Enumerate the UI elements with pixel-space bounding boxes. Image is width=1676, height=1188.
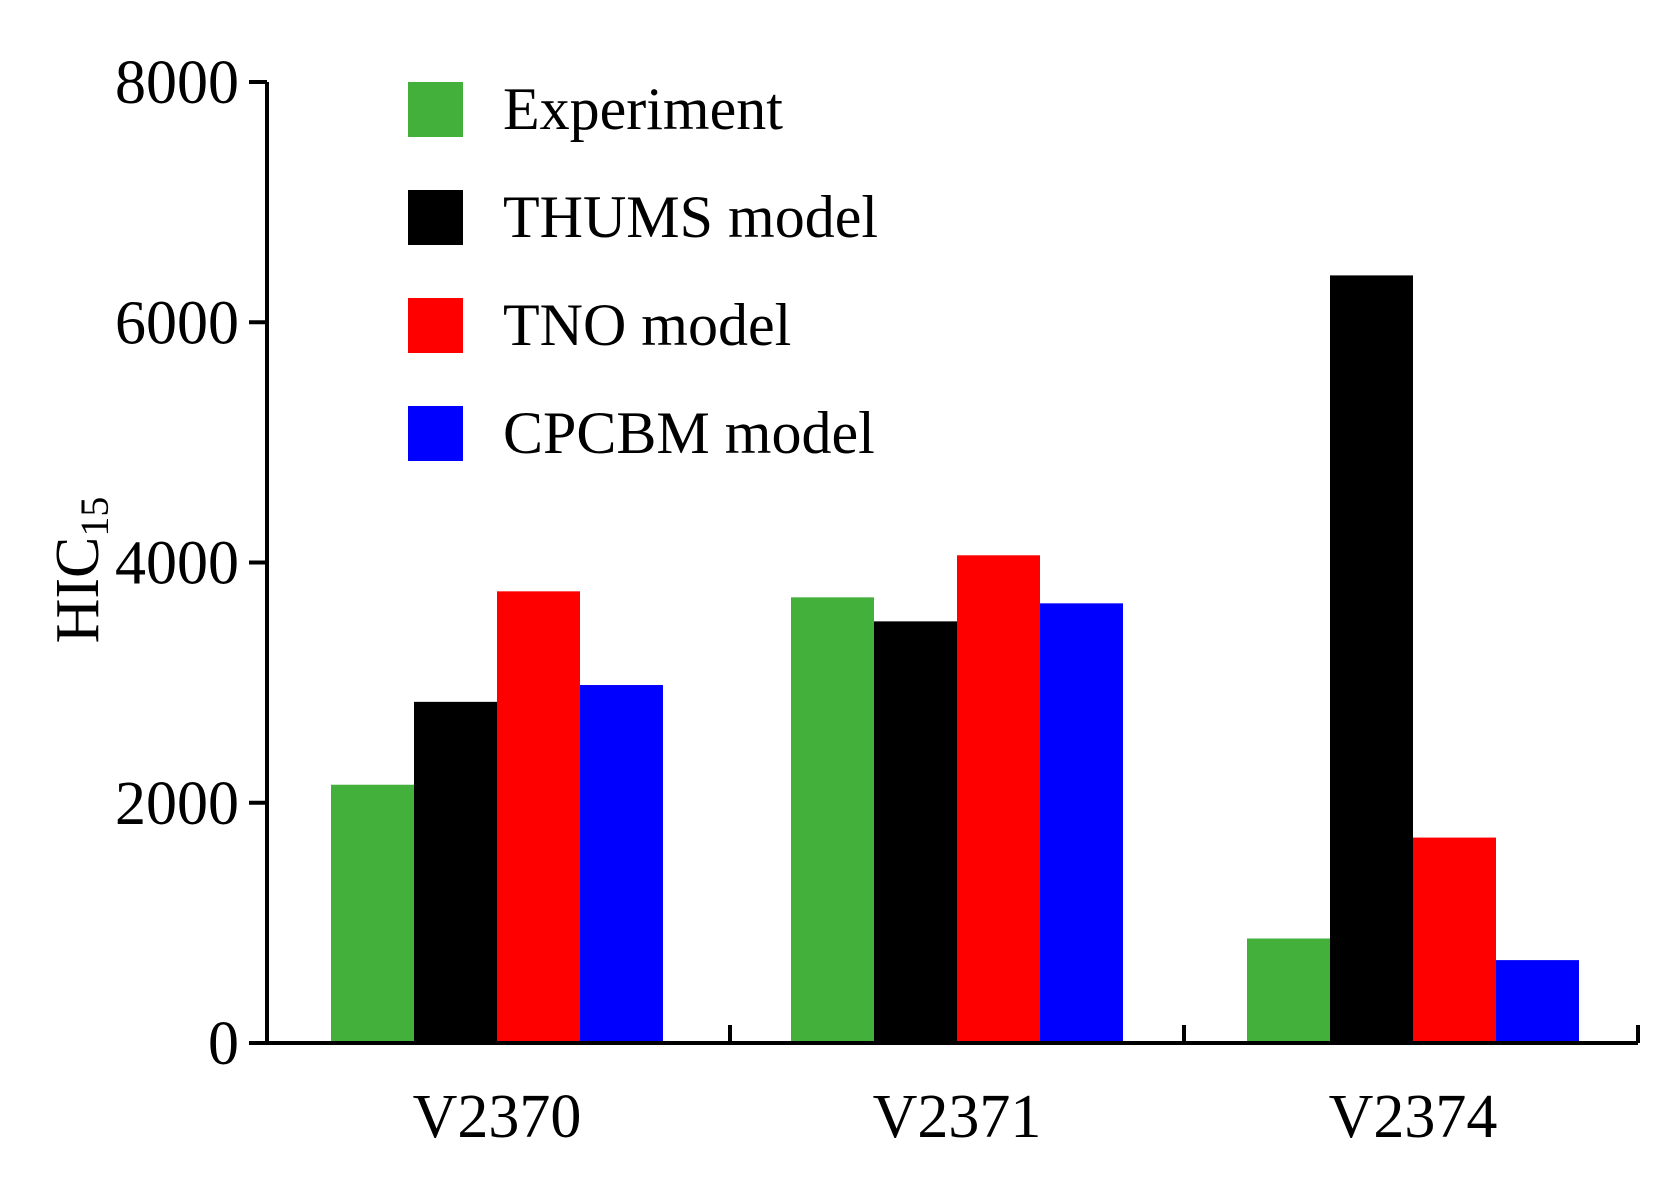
y-tick-label: 2000 (115, 770, 239, 838)
x-tick-label: V2371 (873, 1083, 1042, 1151)
legend-label: Experiment (503, 76, 783, 142)
bar-v2371-tno-model (957, 555, 1040, 1043)
legend-label: TNO model (503, 292, 791, 358)
legend-swatch (408, 298, 463, 353)
legend-swatch (408, 82, 463, 137)
y-tick-label: 6000 (115, 289, 239, 357)
bar-v2370-experiment (331, 784, 414, 1043)
x-tick-label: V2370 (413, 1083, 582, 1151)
bar-v2371-thums-model (874, 621, 957, 1043)
bar-v2374-tno-model (1413, 837, 1496, 1043)
bars-layer (331, 275, 1579, 1043)
bar-v2374-experiment (1247, 938, 1330, 1043)
y-axis-title-subscript: 15 (72, 497, 117, 537)
bar-v2370-tno-model (497, 591, 580, 1043)
legend-swatch (408, 190, 463, 245)
bar-v2371-cpcbm-model (1040, 603, 1123, 1043)
bar-v2370-cpcbm-model (580, 685, 663, 1043)
y-axis-title-main: HIC (44, 537, 112, 644)
legend-label: THUMS model (503, 184, 878, 250)
y-tick-label: 0 (208, 1010, 239, 1078)
bar-v2374-cpcbm-model (1496, 960, 1579, 1043)
legend-swatch (408, 406, 463, 461)
bar-v2374-thums-model (1330, 275, 1413, 1043)
y-axis-title: HIC15 (44, 497, 117, 644)
axes-layer: 0 2000 4000 6000 8000 V2370 V2371 V2374 (115, 49, 1640, 1151)
x-tick-label: V2374 (1329, 1083, 1498, 1151)
y-tick-label: 4000 (115, 530, 239, 598)
bar-v2371-experiment (791, 597, 874, 1043)
legend: Experiment THUMS model TNO model CPCBM mode… (408, 76, 878, 466)
legend-label: CPCBM model (503, 400, 875, 466)
bar-v2370-thums-model (414, 701, 497, 1043)
y-tick-label: 8000 (115, 49, 239, 117)
